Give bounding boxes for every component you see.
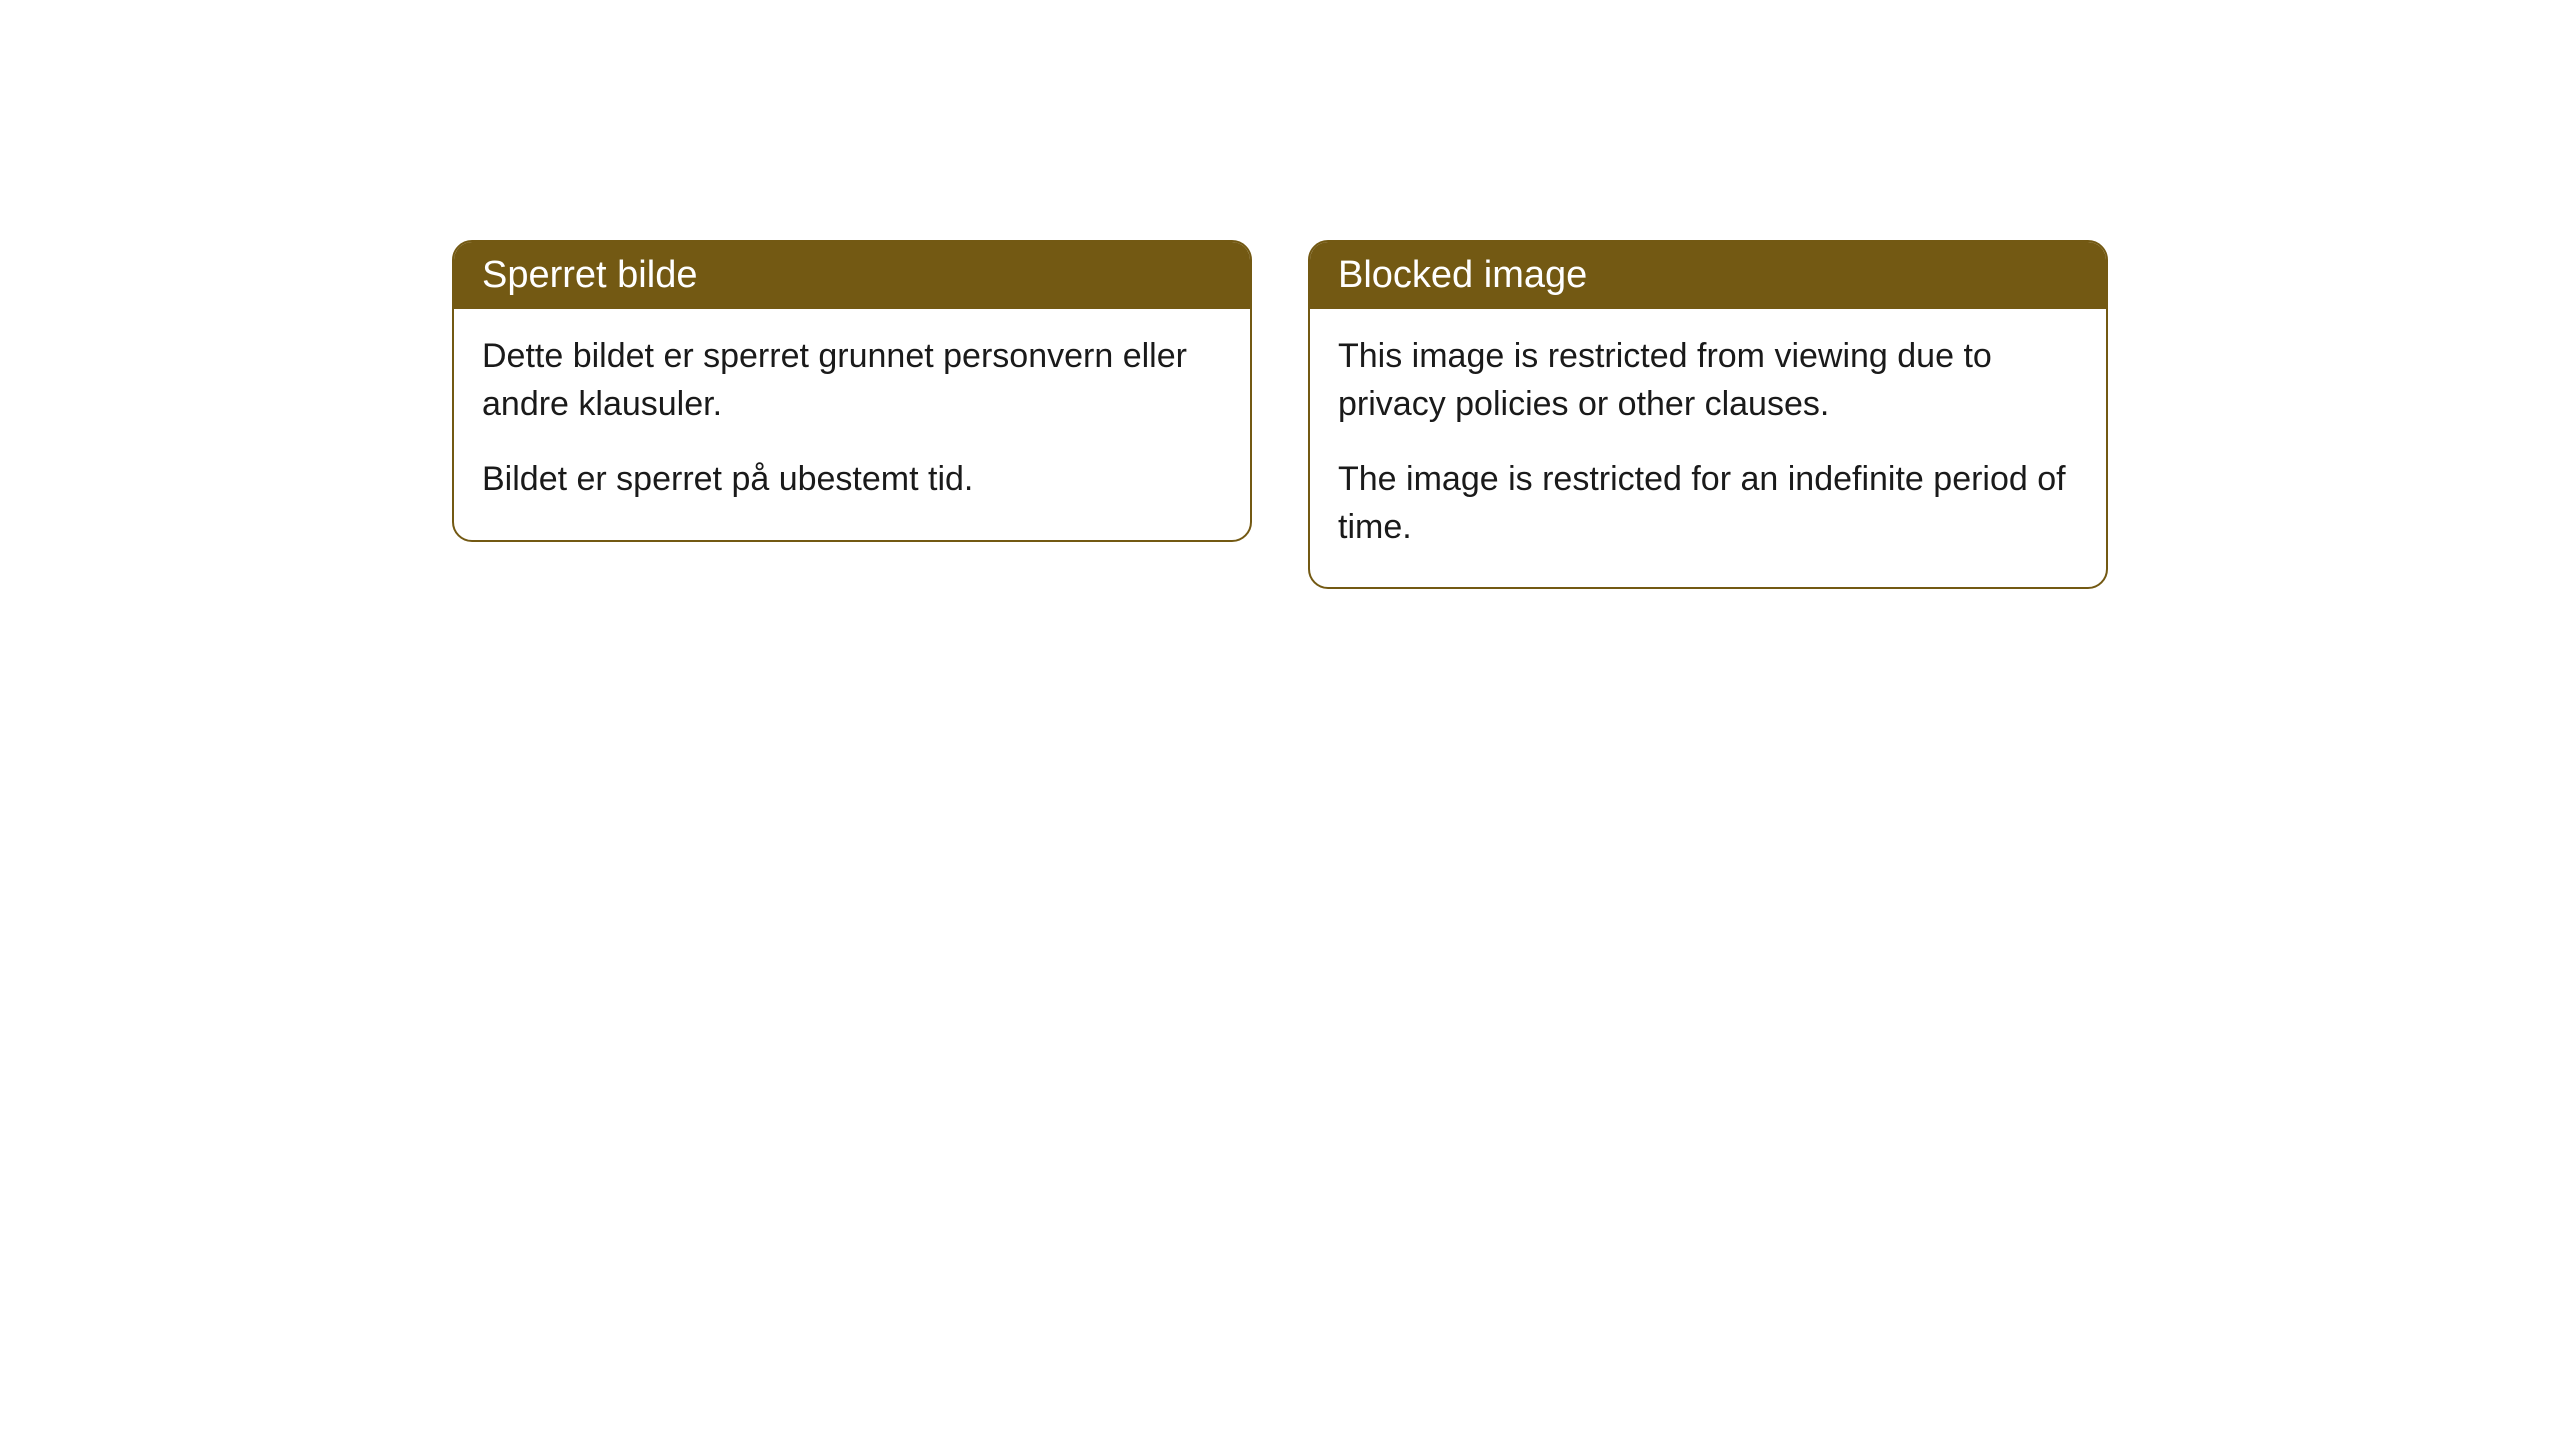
card-body-english: This image is restricted from viewing du…: [1310, 309, 2106, 587]
card-paragraph-2: The image is restricted for an indefinit…: [1338, 456, 2078, 551]
card-header-norwegian: Sperret bilde: [454, 242, 1250, 309]
card-paragraph-1: Dette bildet er sperret grunnet personve…: [482, 333, 1222, 428]
card-paragraph-2: Bildet er sperret på ubestemt tid.: [482, 456, 1222, 504]
card-paragraph-1: This image is restricted from viewing du…: [1338, 333, 2078, 428]
card-body-norwegian: Dette bildet er sperret grunnet personve…: [454, 309, 1250, 540]
blocked-image-card-english: Blocked image This image is restricted f…: [1308, 240, 2108, 589]
blocked-image-card-norwegian: Sperret bilde Dette bildet er sperret gr…: [452, 240, 1252, 542]
card-title: Blocked image: [1338, 254, 1587, 296]
cards-container: Sperret bilde Dette bildet er sperret gr…: [452, 240, 2108, 1440]
card-header-english: Blocked image: [1310, 242, 2106, 309]
card-title: Sperret bilde: [482, 254, 697, 296]
